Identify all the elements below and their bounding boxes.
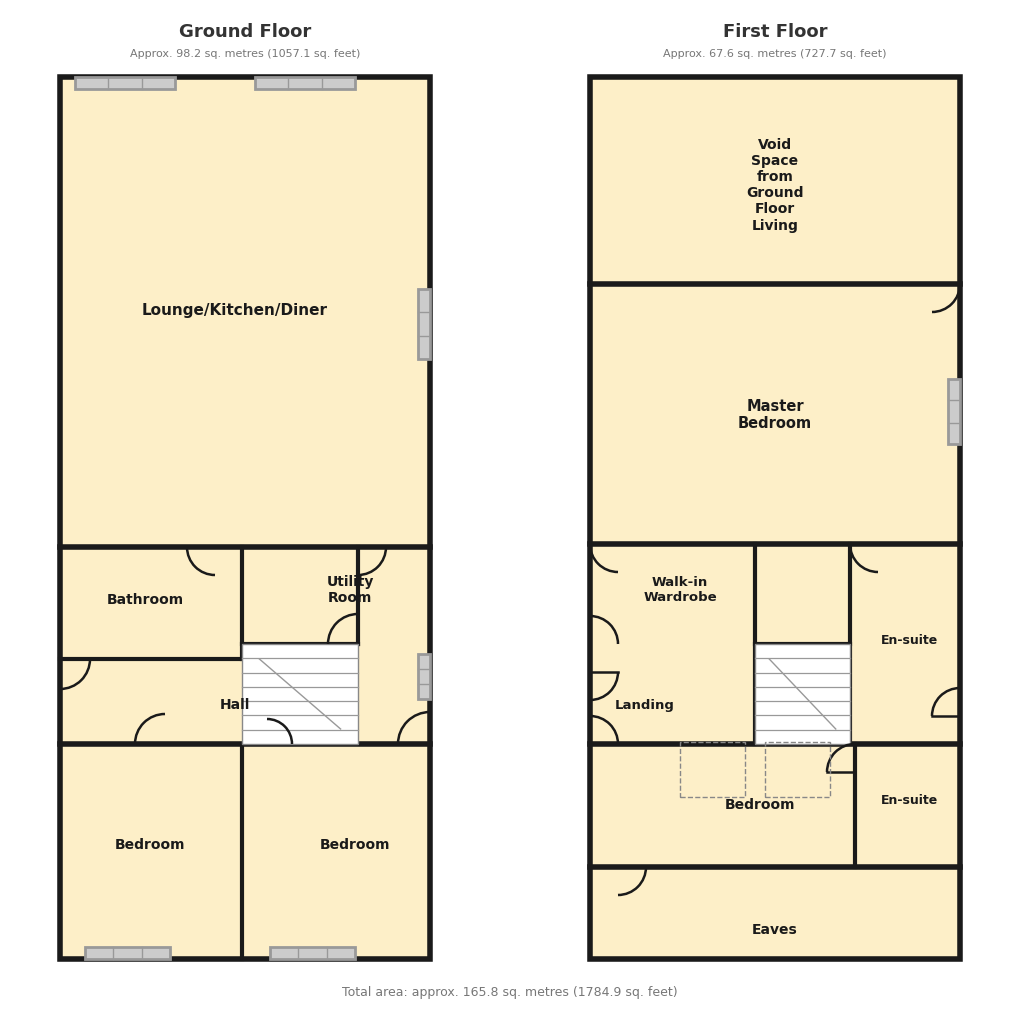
Bar <box>947 380 959 444</box>
Text: First Floor: First Floor <box>722 23 826 41</box>
Text: Bedroom: Bedroom <box>115 838 185 851</box>
Bar <box>60 77 430 959</box>
Bar <box>418 289 430 360</box>
Bar <box>242 644 358 744</box>
Text: Eaves: Eaves <box>751 922 797 936</box>
Text: Bedroom: Bedroom <box>319 838 390 851</box>
Text: Utility
Room: Utility Room <box>326 575 373 604</box>
Text: Bedroom: Bedroom <box>725 797 795 811</box>
Bar <box>754 644 849 744</box>
Text: Walk-in
Wardrobe: Walk-in Wardrobe <box>643 576 716 603</box>
Text: Hall: Hall <box>220 697 250 711</box>
Text: Landing: Landing <box>614 698 675 711</box>
Text: Void
Space
from
Ground
Floor
Living: Void Space from Ground Floor Living <box>746 138 803 232</box>
Bar <box>75 77 175 90</box>
Bar <box>85 947 170 959</box>
Text: Master
Bedroom: Master Bedroom <box>737 398 811 431</box>
Text: Approx. 67.6 sq. metres (727.7 sq. feet): Approx. 67.6 sq. metres (727.7 sq. feet) <box>662 49 886 59</box>
Bar <box>418 654 430 699</box>
Text: Ground Floor: Ground Floor <box>178 23 311 41</box>
Bar <box>764 742 829 797</box>
Text: En-suite: En-suite <box>880 793 937 806</box>
Bar <box>270 947 355 959</box>
Text: Bathroom: Bathroom <box>106 592 183 606</box>
Bar <box>589 77 959 959</box>
Text: En-suite: En-suite <box>880 633 937 646</box>
Bar <box>255 77 355 90</box>
Text: Approx. 98.2 sq. metres (1057.1 sq. feet): Approx. 98.2 sq. metres (1057.1 sq. feet… <box>129 49 360 59</box>
Text: Total area: approx. 165.8 sq. metres (1784.9 sq. feet): Total area: approx. 165.8 sq. metres (17… <box>341 985 678 999</box>
Bar <box>680 742 744 797</box>
Text: Lounge/Kitchen/Diner: Lounge/Kitchen/Diner <box>142 303 328 317</box>
